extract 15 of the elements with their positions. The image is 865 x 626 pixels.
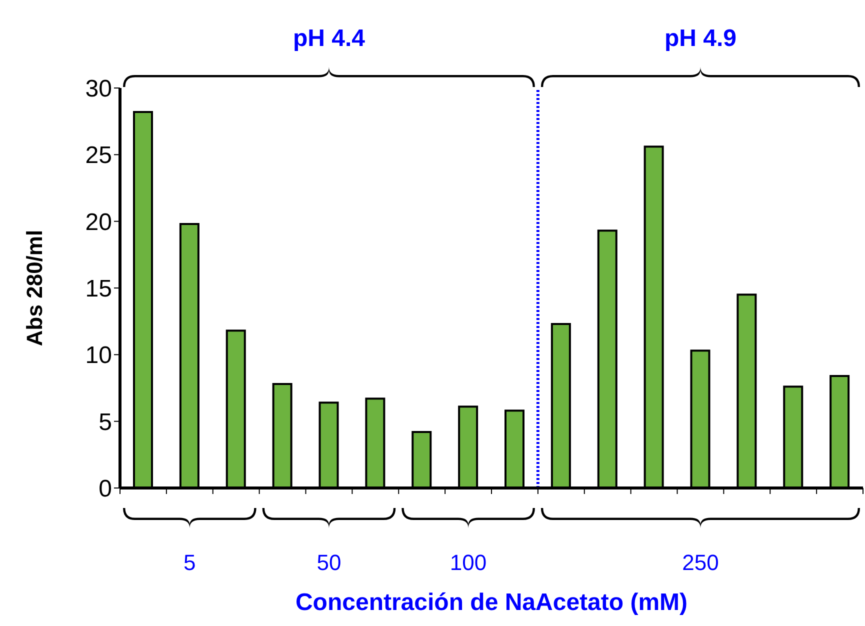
text: 5 <box>184 550 196 575</box>
text: 250 <box>682 550 719 575</box>
y-tick-label: 20 <box>85 208 112 236</box>
y-tick-label: 10 <box>85 342 112 370</box>
y-axis-title: Abs 280/ml <box>22 230 47 346</box>
text: 100 <box>450 550 487 575</box>
y-tick-label: 25 <box>85 142 112 170</box>
text: 50 <box>316 550 342 575</box>
y-tick-label: 0 <box>98 476 112 503</box>
text: pH 4.9 <box>664 25 736 52</box>
text: pH 4.4 <box>292 25 366 52</box>
x-axis-title: Concentración de NaAcetato (mM) <box>295 589 688 616</box>
y-tick-label: 5 <box>98 408 112 436</box>
y-tick-label: 15 <box>85 276 112 303</box>
y-tick-label: 30 <box>85 76 112 103</box>
